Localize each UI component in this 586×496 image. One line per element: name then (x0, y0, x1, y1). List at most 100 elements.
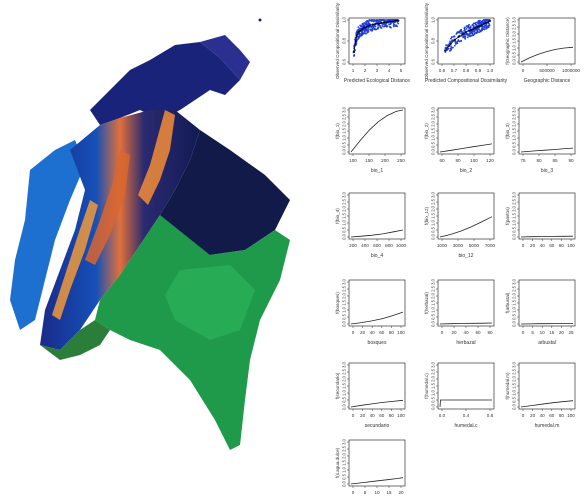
y-tick-label: 2.5 (512, 23, 517, 29)
spline-line (520, 147, 574, 153)
scatter-point (450, 36, 453, 39)
y-axis-label: f(bio_3) (505, 123, 510, 139)
scatter-point (458, 40, 461, 43)
scatter-point (446, 45, 449, 47)
y-tick-label: 0.5 (431, 396, 436, 402)
x-tick-label: 0.8 (487, 413, 494, 418)
y-tick-label: 2.0 (342, 375, 347, 381)
x-tick-label: 800 (385, 243, 393, 248)
y-tick-label: 0.0 (342, 320, 347, 326)
panel-arbustal: 0 5 10 15 20 25 0.00.51.01.52.02.53.0 arbustal f… (505, 278, 576, 346)
scatter-point (462, 35, 465, 38)
scatter-point (392, 24, 395, 26)
y-axis-label: Observed Compositional Dissimilarity (424, 2, 429, 79)
panel-bosques: 0 20 40 60 80 100 0.00.51.01.52.02.53.0 bosques… (335, 278, 406, 346)
y-tick-label: 2.5 (512, 113, 517, 119)
y-tick-label: 3.0 (342, 106, 347, 112)
y-tick-label: 2.5 (512, 368, 517, 374)
panel-herbazal: 0 20 40 60 80 0.00.51.01.52.02.53.0 herbazal f(… (424, 278, 495, 346)
x-tick-label: 0 (522, 330, 525, 335)
x-tick-label: 85 (552, 158, 558, 163)
y-tick-label: 0.8 (431, 37, 436, 43)
y-tick-label: 0.6 (431, 58, 436, 64)
plot-frame (518, 279, 576, 327)
panel-obs_vs_eco: 1 2 3 4 5 0.6 0.8 1.0 Predicted Ecological Dista… (335, 2, 410, 84)
scatter-point (478, 19, 481, 22)
plot-frame (518, 192, 576, 240)
x-tick-label: 5 (400, 68, 403, 73)
scatter-point (477, 27, 480, 30)
x-tick-label: 60 (379, 330, 385, 335)
y-tick-label: 2.5 (431, 113, 436, 119)
y-tick-label: 2.0 (431, 375, 436, 381)
y-tick-label: 2.0 (342, 292, 347, 298)
spline-line (439, 143, 493, 153)
y-tick-label: 2.0 (512, 120, 517, 126)
scatter-point (480, 20, 483, 23)
x-tick-label: 0.6 (439, 68, 446, 73)
y-tick-label: 1.0 (342, 219, 347, 225)
x-tick-label: 5000 (469, 243, 480, 248)
y-tick-label: 1.5 (512, 127, 517, 133)
scatter-point (471, 31, 474, 34)
panel-obs_vs_pred: 0.6 0.7 0.8 0.9 1.0 0.6 0.8 1.0 Predicted Compos… (424, 2, 508, 84)
map-ridge-central (85, 150, 130, 265)
scatter-point (383, 25, 386, 28)
y-tick-label: 3.0 (342, 191, 347, 197)
scatter-point (472, 24, 475, 27)
scatter-point (360, 34, 362, 37)
y-tick-label: 1.0 (431, 389, 436, 395)
x-axis-label: Predicted Compositional Dissimilarity (425, 78, 508, 84)
y-tick-label: 1.0 (342, 389, 347, 395)
y-tick-label: 1.5 (512, 382, 517, 388)
scatter-point (472, 22, 475, 25)
y-tick-label: 1.5 (342, 459, 347, 465)
scatter-point (465, 27, 468, 30)
scatter-point (456, 41, 458, 44)
map-llanos (160, 130, 290, 255)
x-tick-label: 100 (470, 158, 478, 163)
spline-line (350, 109, 404, 153)
scatter-point (483, 26, 486, 29)
x-axis-label: secundario (365, 423, 390, 429)
y-tick-label: 0.0 (512, 233, 517, 239)
scatter-point (367, 30, 370, 33)
y-tick-label: 2.0 (512, 205, 517, 211)
scatter-point (377, 19, 380, 21)
x-tick-label: 0 (352, 330, 355, 335)
y-tick-label: 0.5 (342, 226, 347, 232)
plot-frame (518, 362, 576, 410)
map-island (258, 18, 262, 22)
plot-frame (437, 279, 495, 327)
x-axis-label: bio_1 (371, 168, 383, 174)
panel-humedal_c: 0.0 0.4 0.80.00.51.01.52.02.53.0humedal.cf… (424, 361, 495, 429)
x-tick-label: 2 (364, 68, 367, 73)
y-tick-label: 0.5 (512, 141, 517, 147)
x-axis-label: bio_12 (458, 253, 473, 259)
x-tick-label: 60 (549, 243, 555, 248)
y-tick-label: 0.5 (342, 473, 347, 479)
x-tick-label: 20 (398, 490, 404, 495)
x-tick-label: 80 (536, 158, 542, 163)
y-axis-label: f(bio_4) (335, 208, 340, 224)
y-axis-label: f(secundario) (335, 372, 340, 399)
x-tick-label: 5 (364, 490, 367, 495)
y-tick-label: 1.5 (512, 299, 517, 305)
x-tick-label: 20 (530, 413, 536, 418)
x-tick-label: 500000 (539, 68, 555, 73)
x-tick-label: 3 (376, 68, 379, 73)
y-tick-label: 0.0 (342, 148, 347, 154)
y-tick-label: 0.0 (431, 233, 436, 239)
scatter-point (367, 28, 370, 31)
scatter-point (397, 22, 400, 25)
scatter-point (472, 34, 475, 36)
y-tick-label: 3.0 (512, 361, 517, 367)
scatter-point (382, 19, 385, 21)
y-tick-label: 3.0 (512, 106, 517, 112)
y-tick-label: 3.0 (342, 438, 347, 444)
x-tick-label: 0.9 (475, 68, 482, 73)
y-tick-label: 2.0 (512, 375, 517, 381)
plot-frame (518, 107, 576, 155)
scatter-point (463, 28, 466, 31)
scatter-point (460, 28, 463, 31)
